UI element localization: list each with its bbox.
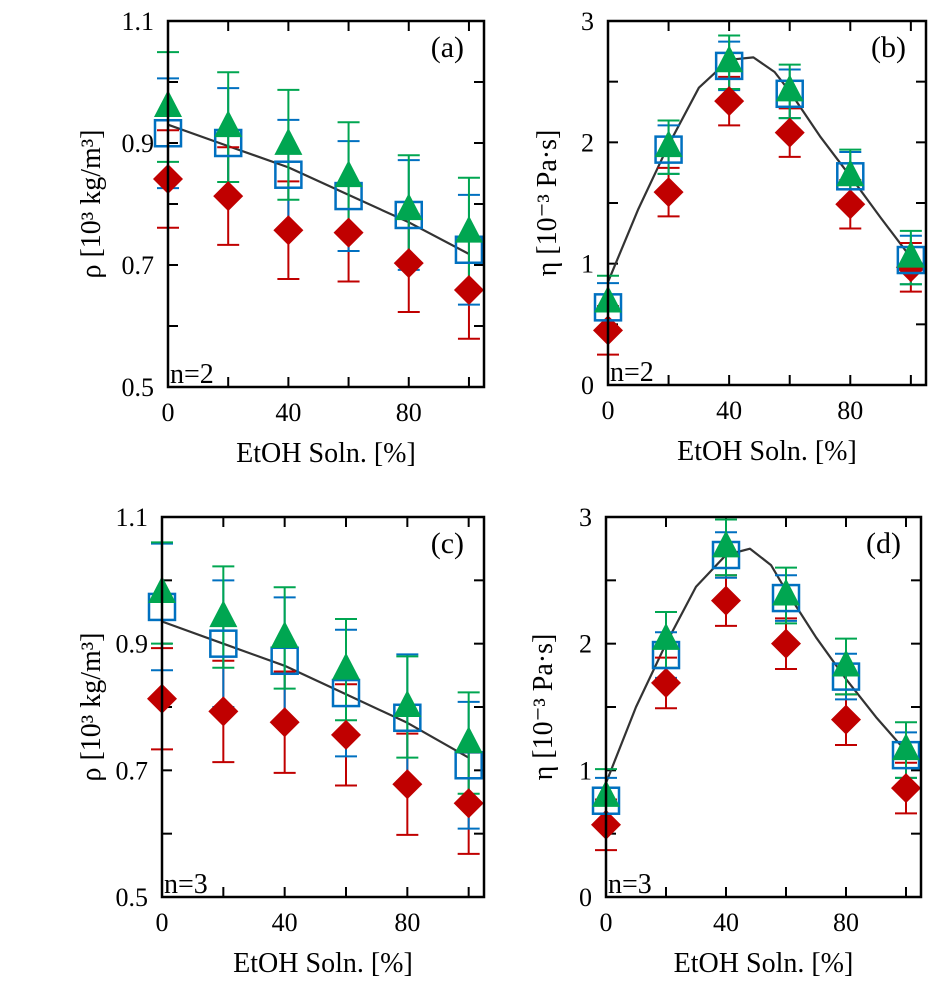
x-tick-label: 0 — [602, 396, 615, 425]
x-axis-label: EtOH Soln. [%] — [674, 948, 854, 979]
n-annotation: n=2 — [170, 359, 214, 390]
n-annotation: n=3 — [164, 869, 208, 900]
triangle-point — [334, 160, 363, 188]
y-tick-label: 0.7 — [116, 756, 149, 785]
diamond-point — [771, 628, 801, 659]
panel-label: (a) — [431, 31, 464, 64]
plot-frame — [160, 515, 486, 899]
y-tick-label: 1.1 — [122, 7, 155, 36]
panel-label: (d) — [866, 527, 901, 560]
triangle-point — [836, 159, 865, 187]
fit-curve — [604, 547, 907, 784]
x-axis-label: EtOH Soln. [%] — [236, 438, 416, 469]
diamond-point — [393, 248, 424, 279]
x-tick-label: 0 — [156, 908, 169, 937]
y-tick-label: 1 — [579, 756, 592, 785]
x-tick-label: 40 — [713, 908, 739, 937]
y-axis-label: ρ [10³ kg/m³] — [76, 130, 107, 279]
panel-c: 0 40 80 0.5 0.7 0.9 1.1 EtOH Soln. [%] ρ [10³ kg… — [76, 503, 486, 979]
triangle-point — [393, 690, 422, 717]
triangle-point — [394, 193, 423, 221]
x-tick-label: 0 — [600, 908, 613, 937]
square-point — [209, 629, 238, 658]
diamond-point — [333, 217, 364, 248]
x-tick-label: 80 — [396, 398, 422, 427]
diamond-point — [453, 275, 484, 306]
square-point — [331, 678, 361, 708]
diamond-point — [774, 117, 805, 148]
x-axis-label: EtOH Soln. [%] — [677, 436, 857, 467]
x-tick-label: 80 — [837, 396, 863, 425]
diamond-point — [273, 215, 304, 246]
y-tick-label: 1.1 — [116, 503, 149, 532]
x-tick-label: 40 — [272, 908, 298, 937]
diamond-point — [831, 704, 861, 735]
diamond-point — [213, 181, 244, 212]
panel-d: 0 40 80 0 1 2 3 EtOH Soln. [%] η [10⁻³ Pa·s] (d) n… — [528, 503, 923, 979]
diamond-point — [331, 719, 361, 750]
y-tick-label: 3 — [581, 7, 594, 36]
diamond-point — [653, 177, 684, 208]
triangle-point — [896, 240, 925, 268]
n-annotation: n=3 — [608, 869, 652, 900]
y-axis-label: η [10⁻³ Pa·s] — [532, 130, 563, 277]
diamond-point — [891, 773, 921, 804]
triangle-point — [209, 600, 238, 628]
y-axis-label: ρ [10³ kg/m³] — [76, 633, 107, 782]
y-axis-label: η [10⁻³ Pa·s] — [528, 634, 559, 781]
y-tick-label: 3 — [579, 503, 592, 532]
x-axis-label: EtOH Soln. [%] — [233, 948, 413, 979]
x-tick-label: 0 — [162, 398, 175, 427]
y-tick-label: 2 — [581, 128, 594, 157]
diamond-point — [835, 189, 866, 220]
y-tick-label: 0.7 — [122, 251, 155, 280]
plot-frame — [604, 515, 923, 899]
fit-curve — [606, 56, 912, 283]
triangle-point — [332, 652, 360, 680]
triangle-point — [270, 620, 299, 648]
y-tick-label: 1 — [581, 250, 594, 279]
diamond-point — [714, 86, 745, 117]
triangle-point — [715, 45, 744, 73]
triangle-point — [214, 110, 243, 138]
diamond-point — [269, 707, 300, 738]
diamond-point — [651, 667, 681, 698]
plot-frame — [606, 19, 928, 387]
fit-curve — [167, 123, 470, 255]
y-tick-label: 0 — [579, 883, 592, 912]
triangle-point — [454, 726, 483, 754]
triangle-point — [274, 127, 303, 155]
diamond-point — [392, 769, 423, 800]
panel-label: (b) — [871, 31, 906, 64]
panel-a: 0 40 80 0.5 0.7 0.9 1.1 EtOH Soln. [%] ρ [10³ kg… — [76, 7, 486, 469]
y-tick-label: 0 — [581, 371, 594, 400]
square-point — [274, 160, 303, 189]
x-tick-label: 40 — [275, 398, 301, 427]
triangle-point — [654, 130, 683, 158]
triangle-point — [775, 74, 804, 102]
y-tick-label: 2 — [579, 630, 592, 659]
triangle-point — [772, 578, 800, 606]
triangle-point — [712, 530, 740, 558]
diamond-point — [711, 585, 741, 616]
y-tick-label: 0.5 — [116, 883, 149, 912]
y-tick-label: 0.9 — [116, 630, 149, 659]
triangle-point — [454, 215, 483, 243]
diamond-point — [453, 788, 484, 819]
triangle-point — [892, 733, 920, 761]
x-tick-label: 80 — [833, 908, 859, 937]
y-tick-label: 0.9 — [122, 129, 155, 158]
triangle-point — [832, 649, 860, 677]
plot-frame — [166, 19, 486, 389]
y-tick-label: 0.5 — [122, 373, 155, 402]
panel-label: (c) — [431, 527, 464, 560]
n-annotation: n=2 — [610, 357, 654, 388]
triangle-point — [652, 622, 680, 650]
x-tick-label: 40 — [716, 396, 742, 425]
panel-b: 0 40 80 0 1 2 3 EtOH Soln. [%] η [10⁻³ Pa·s] (b) n… — [532, 7, 928, 467]
x-tick-label: 80 — [394, 908, 420, 937]
diamond-point — [208, 696, 239, 727]
fit-curve — [161, 620, 470, 759]
